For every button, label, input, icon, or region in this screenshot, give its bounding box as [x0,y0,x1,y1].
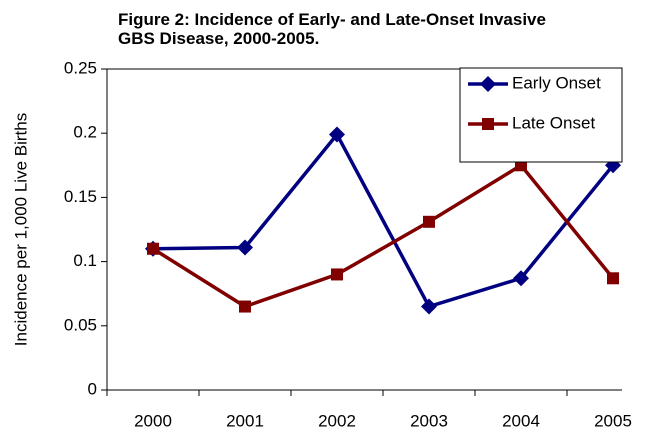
y-tick-label: 0.25 [64,58,97,77]
data-point [147,242,159,255]
y-tick-label: 0.05 [64,315,97,334]
legend-marker [480,76,496,92]
data-point [513,270,529,287]
y-tick-label: 0.2 [73,123,97,142]
legend-marker [482,118,494,130]
y-tick-label: 0.15 [64,187,97,206]
y-tick-label: 0.1 [73,251,97,270]
data-point [423,215,435,228]
series-line [152,131,615,309]
x-tick-label: 2000 [134,411,172,430]
x-tick-label: 2004 [502,411,540,430]
chart-title: Figure 2: Incidence of Early- and Late-O… [118,10,546,48]
data-point [237,239,253,256]
data-point [239,300,251,313]
series-line [152,163,615,309]
y-tick-label: 0 [88,379,97,398]
data-point [331,268,343,281]
data-point [421,298,437,315]
x-tick-label: 2001 [226,411,264,430]
x-tick-label: 2005 [594,411,632,430]
legend-label: Late Onset [512,113,595,132]
y-axis-label: Incidence per 1,000 Live Births [11,113,30,346]
data-point [607,272,619,285]
x-tick-label: 2003 [410,411,448,430]
data-point [329,126,345,143]
legend-label: Early Onset [512,73,601,92]
x-tick-label: 2002 [318,411,356,430]
